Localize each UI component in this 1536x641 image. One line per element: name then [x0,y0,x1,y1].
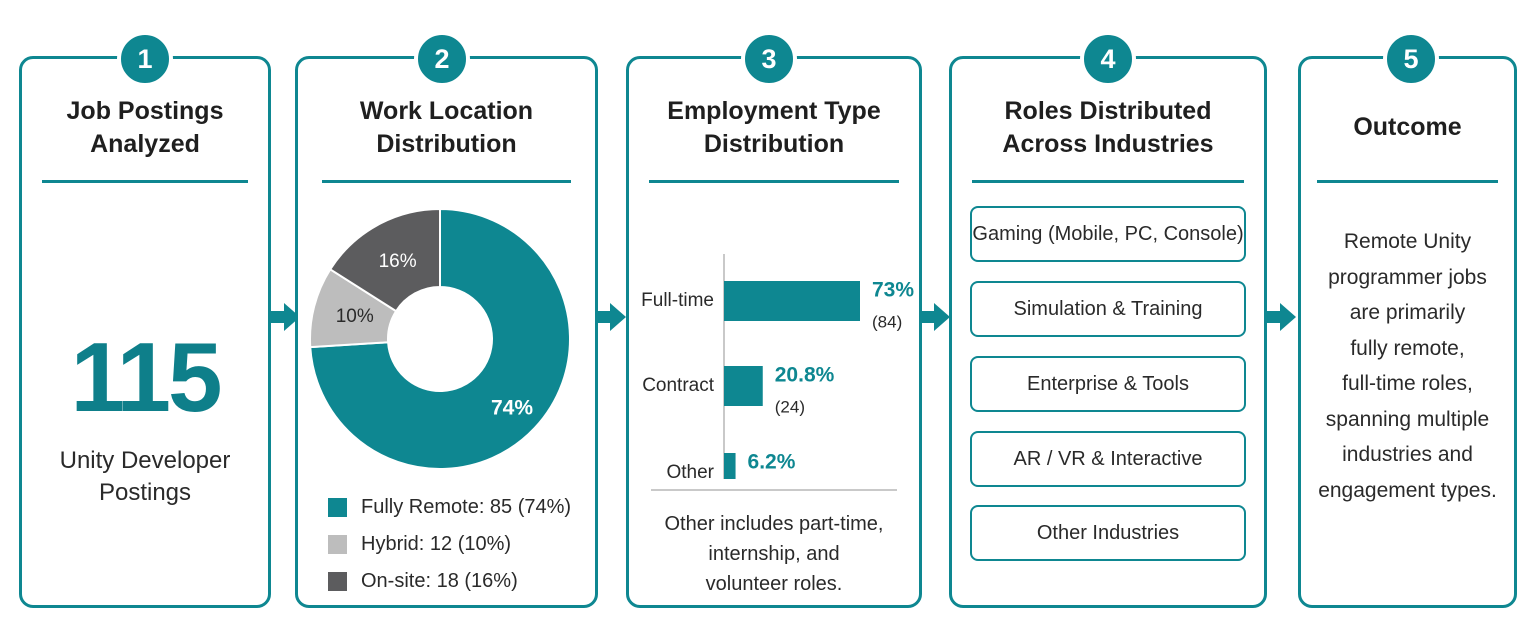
step-2-panel: Work Location Distribution 74% 10% 16% Ful… [295,56,598,608]
outcome-line-8: engagement types. [1318,478,1497,502]
outcome-line-2: programmer jobs [1328,265,1487,289]
step-1-title: Job Postings Analyzed [22,95,268,161]
legend-label-hybrid: Hybrid: 12 (10%) [361,533,512,555]
employment-note-line-3: volunteer roles. [705,573,843,595]
employment-note: Other includes part-time, internship, an… [629,509,919,599]
step-4-title-line-2: Across Industries [1002,130,1214,158]
step-2-title-line-2: Distribution [376,130,517,158]
step-2-divider [322,180,571,183]
bar-category-other: Other [666,462,714,479]
postings-description: Unity Developer Postings [22,445,268,509]
step-4-divider [972,180,1244,183]
bar-value-full-time: 73% [872,279,914,302]
legend-swatch-fully-remote [328,498,347,517]
right-arrow-icon [1266,303,1296,331]
step-1-title-line-1: Job Postings [66,97,224,125]
outcome-line-4: fully remote, [1350,336,1465,360]
bar-count-full-time: (84) [872,312,902,331]
step-3-divider [649,180,899,183]
step-1-divider [42,180,248,183]
step-1-title-line-2: Analyzed [90,130,200,158]
employment-type-bar-chart: Full-time 73% (84) Contract 20.8% (24) Other 6.… [641,254,914,479]
industry-gaming: Gaming (Mobile, PC, Console) [970,206,1246,262]
step-1-panel: Job Postings Analyzed 115 Unity Develope… [19,56,271,608]
bar-value-other: 6.2% [748,451,796,474]
industry-simulation-training: Simulation & Training [970,281,1246,337]
work-location-legend: Fully Remote: 85 (74%) Hybrid: 12 (10%) … [328,489,571,600]
step-2-badge: 2 [414,31,470,87]
step-5-title: Outcome [1301,111,1514,144]
bar-category-full-time: Full-time [641,290,714,311]
bar-other [724,453,736,479]
step-5-divider [1317,180,1498,183]
outcome-line-3: are primarily [1349,301,1466,324]
step-4-title-line-1: Roles Distributed [1004,97,1212,125]
legend-item-hybrid: Hybrid: 12 (10%) [328,526,571,563]
step-5-panel: Outcome Remote Unity programmer jobs are… [1298,56,1517,608]
work-location-donut-chart: 74% 10% 16% [310,207,571,470]
employment-note-line-2: internship, and [708,543,840,565]
bar-value-contract: 20.8% [775,364,835,387]
donut-slice-fully-remote [310,207,571,470]
step-3-panel: Employment Type Distribution Full-time 73… [626,56,922,608]
outcome-line-1: Remote Unity [1343,230,1472,253]
legend-item-fully-remote: Fully Remote: 85 (74%) [328,489,571,526]
right-arrow-icon [596,303,626,331]
legend-label-on-site: On-site: 18 (16%) [361,570,518,592]
step-3-title-line-1: Employment Type [667,97,881,125]
step-2-title: Work Location Distribution [298,95,595,161]
legend-swatch-on-site [328,572,347,591]
postings-count: 115 [70,322,222,432]
step-2-title-line-1: Work Location [359,97,534,125]
legend-swatch-hybrid [328,535,347,554]
donut-slice-on-site [328,207,441,313]
donut-label-fully-remote: 74% [491,397,533,420]
right-arrow-icon [270,303,300,331]
step-5-title-line-1: Outcome [1353,113,1462,141]
postings-description-line-1: Unity Developer [59,447,231,474]
legend-label-fully-remote: Fully Remote: 85 (74%) [361,496,572,518]
outcome-line-6: spanning multiple [1325,407,1490,431]
outcome-text: Remote Unity programmer jobs are primari… [1301,224,1514,508]
bar-contract [724,366,763,406]
bar-count-contract: (24) [775,397,805,416]
industry-enterprise-tools: Enterprise & Tools [970,356,1246,412]
step-3-title-line-2: Distribution [703,130,845,158]
donut-label-on-site: 16% [379,251,417,272]
employment-note-divider [651,489,897,491]
step-4-badge: 4 [1080,31,1136,87]
legend-item-on-site: On-site: 18 (16%) [328,563,571,600]
step-1-badge: 1 [117,31,173,87]
outcome-line-5: full-time roles, [1342,372,1473,395]
step-3-title: Employment Type Distribution [629,95,919,161]
postings-description-line-2: Postings [98,479,192,506]
employment-note-line-1: Other includes part-time, [664,513,884,535]
bar-category-contract: Contract [642,375,715,396]
step-3-badge: 3 [741,31,797,87]
outcome-line-7: industries and [1342,443,1473,466]
industry-ar-vr-interactive: AR / VR & Interactive [970,431,1246,487]
step-4-panel: Roles Distributed Across Industries Gami… [949,56,1267,608]
step-5-badge: 5 [1383,31,1439,87]
donut-label-hybrid: 10% [336,306,374,327]
right-arrow-icon [920,303,950,331]
step-4-title: Roles Distributed Across Industries [952,95,1264,161]
industry-other: Other Industries [970,505,1246,561]
bar-full-time [724,281,860,321]
